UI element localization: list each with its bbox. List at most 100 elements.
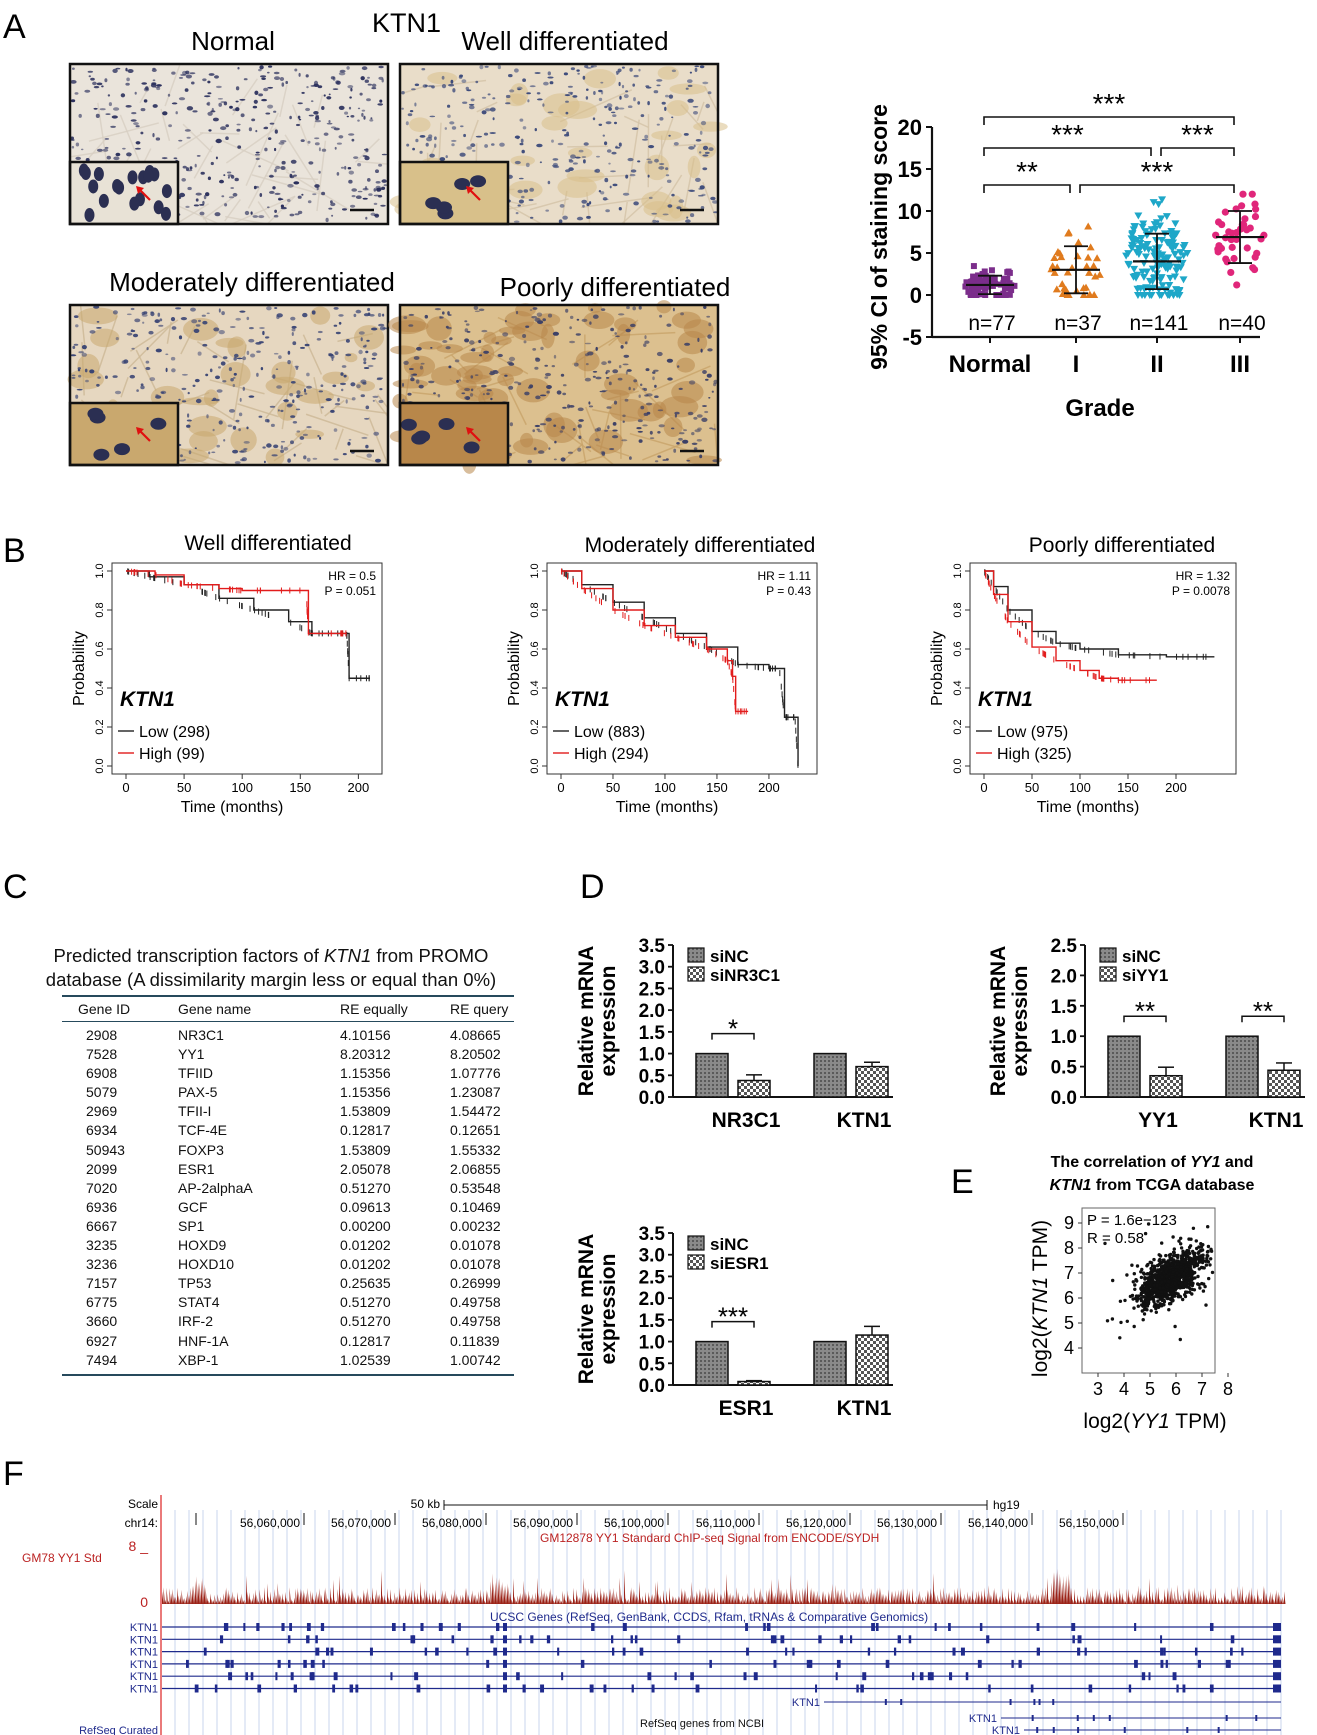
table-row: 6667 SP1 0.00200 0.00232 bbox=[62, 1217, 514, 1236]
table-cell: 0.01078 bbox=[450, 1237, 501, 1254]
table-cell: 1.02539 bbox=[340, 1351, 391, 1368]
table-row: 7528 YY1 8.20312 8.20502 bbox=[62, 1045, 514, 1064]
bar-significance: * bbox=[728, 1014, 738, 1044]
browser-gene-label: KTN1 bbox=[130, 1671, 158, 1683]
km-ylabel: Probability bbox=[71, 631, 88, 706]
bar-ytick: 0.5 bbox=[639, 1066, 666, 1087]
bar bbox=[737, 1380, 771, 1386]
dotplot-significance: *** bbox=[1181, 119, 1214, 150]
km-ytick: 0.8 bbox=[952, 602, 964, 617]
km-plot-1: Moderately differentiated 0.0 0.2 0.4 0.6 0.8… bbox=[506, 534, 818, 816]
dotplot-ytick: 15 bbox=[898, 157, 922, 182]
km-legend-low: Low (883) bbox=[574, 724, 645, 741]
panel-a-title: KTN1 bbox=[372, 8, 441, 38]
km-ylabel: Probability bbox=[929, 631, 946, 706]
bar-legend: siNR3C1 bbox=[710, 966, 780, 985]
bar-ytick: 3.0 bbox=[639, 958, 665, 979]
table-header-cell: Gene ID bbox=[78, 1001, 131, 1017]
scatter-ytick: 4 bbox=[1064, 1338, 1074, 1358]
bar-legend: siYY1 bbox=[1122, 966, 1168, 985]
table-row: 6927 HNF-1A 0.12817 0.11839 bbox=[62, 1332, 514, 1351]
table-cell: 0.01202 bbox=[340, 1256, 391, 1273]
dotplot-ytick: 20 bbox=[898, 115, 922, 140]
panel-letter-b: B bbox=[3, 532, 26, 570]
bar bbox=[855, 1065, 889, 1098]
km-plot-0: Well differentiated 0.0 0.2 0.4 0.6 0.8 1.0 0 50… bbox=[71, 532, 383, 816]
bar bbox=[695, 1340, 729, 1386]
dotplot-ytick: 5 bbox=[910, 241, 922, 266]
browser-gene-label: KTN1 bbox=[130, 1684, 158, 1696]
table-row: 3235 HOXD9 0.01202 0.01078 bbox=[62, 1236, 514, 1255]
scatter-ylabel: log2(KTN1 TPM) bbox=[1029, 1220, 1052, 1377]
browser-position: 56,080,000 bbox=[422, 1516, 482, 1530]
table-cell: 1.54472 bbox=[450, 1103, 501, 1120]
km-ytick: 0.4 bbox=[529, 680, 541, 695]
scatter-xtick: 8 bbox=[1223, 1379, 1233, 1399]
table-cell: 0.25635 bbox=[340, 1275, 391, 1292]
table-cell: 0.01078 bbox=[450, 1256, 501, 1273]
table-cell: 0.11839 bbox=[450, 1332, 500, 1349]
km-ytick: 0.6 bbox=[952, 641, 964, 656]
km-xtick: 100 bbox=[231, 780, 253, 795]
table-cell: SP1 bbox=[178, 1217, 205, 1234]
km-xtick: 0 bbox=[980, 780, 987, 795]
table-cell: STAT4 bbox=[178, 1294, 220, 1311]
table-cell: 0.51270 bbox=[340, 1313, 391, 1330]
km-ytick: 0.8 bbox=[529, 602, 541, 617]
bar-legend: siESR1 bbox=[710, 1254, 769, 1273]
table-cell: 0.12651 bbox=[450, 1122, 501, 1139]
table-cell: YY1 bbox=[178, 1046, 205, 1063]
scatter-xtick: 5 bbox=[1145, 1379, 1155, 1399]
dotplot-ytick: 10 bbox=[898, 199, 922, 224]
table-row: 7494 XBP-1 1.02539 1.00742 bbox=[62, 1351, 514, 1370]
table-cell: 6775 bbox=[86, 1294, 118, 1311]
table-cell: HNF-1A bbox=[178, 1332, 229, 1349]
scatter-xtick: 3 bbox=[1093, 1379, 1103, 1399]
browser-scale-label: Scale bbox=[128, 1497, 158, 1511]
table-cell: TP53 bbox=[178, 1275, 212, 1292]
km-ytick: 1.0 bbox=[94, 563, 106, 578]
bar-category: KTN1 bbox=[837, 1109, 892, 1132]
browser-track-ymin: 0 bbox=[140, 1594, 148, 1610]
bar-ylabel: Relative mRNA bbox=[575, 1234, 598, 1385]
table-cell: FOXP3 bbox=[178, 1141, 224, 1158]
km-ytick: 0.0 bbox=[94, 758, 106, 773]
km-xlabel: Time (months) bbox=[181, 799, 284, 816]
bar bbox=[813, 1340, 847, 1386]
panel-letter-d: D bbox=[580, 868, 605, 906]
table-cell: 0.12817 bbox=[340, 1122, 391, 1139]
table-cell: 0.51270 bbox=[340, 1294, 391, 1311]
table-cell: 2.06855 bbox=[450, 1160, 501, 1177]
km-hr: HR = 0.5 bbox=[328, 569, 376, 583]
browser-signal-title: GM12878 YY1 Standard ChIP-seq Signal fro… bbox=[540, 1531, 879, 1545]
table-cell: 1.53809 bbox=[340, 1141, 391, 1158]
caption-gene: KTN1 bbox=[323, 945, 372, 966]
table-cell: 0.00232 bbox=[450, 1217, 501, 1234]
micrograph-label-well: Well differentiated bbox=[461, 26, 668, 56]
browser-position: 56,090,000 bbox=[513, 1516, 573, 1530]
bar-ytick: 1.0 bbox=[1051, 1027, 1077, 1048]
table-cell: TFIID bbox=[178, 1065, 213, 1082]
table-cell: 5079 bbox=[86, 1084, 118, 1101]
bar bbox=[1225, 1035, 1259, 1098]
dotplot-ytick: 0 bbox=[910, 283, 922, 308]
table-cell: TFII-I bbox=[178, 1103, 212, 1120]
bar-ytick: 0.0 bbox=[1051, 1088, 1077, 1109]
bar-legend: siNC bbox=[710, 947, 749, 966]
table-cell: 3235 bbox=[86, 1237, 118, 1254]
km-p: P = 0.0078 bbox=[1172, 584, 1230, 598]
browser-refseq-title: RefSeq genes from NCBI bbox=[640, 1718, 764, 1730]
km-xtick: 50 bbox=[606, 780, 620, 795]
dotplot-n-label: n=40 bbox=[1218, 312, 1265, 335]
km-legend-low: Low (298) bbox=[139, 724, 210, 741]
scatter-p: P = 1.6e−123 bbox=[1087, 1212, 1177, 1229]
bar-ytick: 3.5 bbox=[639, 936, 666, 957]
table-header-row: Gene ID Gene name RE equally RE query bbox=[62, 997, 514, 1022]
km-ytick: 0.4 bbox=[94, 680, 106, 695]
dotplot-xlabel: Grade bbox=[1065, 395, 1134, 422]
bar-ylabel: Relative mRNA bbox=[987, 946, 1010, 1097]
bar-category: KTN1 bbox=[837, 1397, 892, 1420]
bar-ytick: 1.5 bbox=[1051, 997, 1078, 1018]
dotplot-ytick: -5 bbox=[902, 325, 922, 350]
